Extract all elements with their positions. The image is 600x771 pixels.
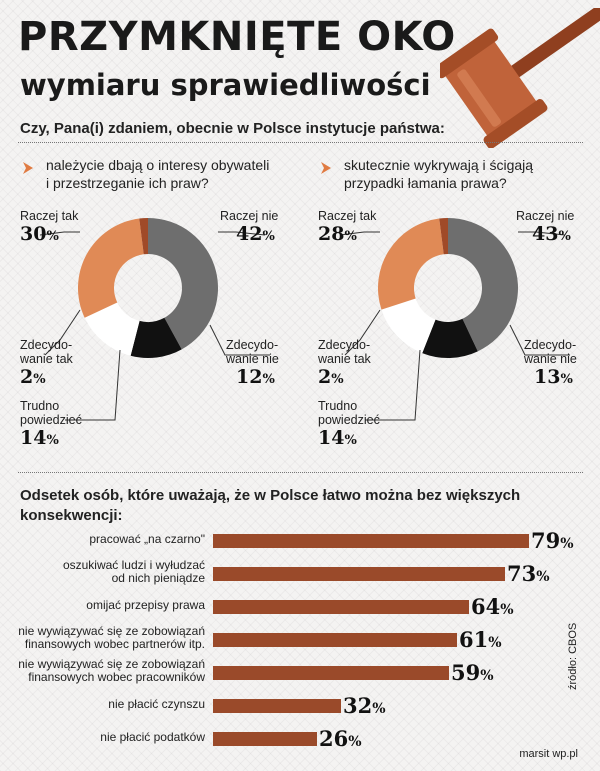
label-raczej-nie-2: Raczej nie xyxy=(516,209,575,223)
donut-1-pointer-line xyxy=(218,231,266,236)
bar xyxy=(213,534,529,548)
page-subtitle: wymiaru sprawiedliwości xyxy=(20,68,431,102)
donut-chart-2 xyxy=(339,218,570,421)
donut-2-pointer-line xyxy=(339,231,380,236)
credit: marsit wp.pl xyxy=(519,748,578,760)
bar-value: 64% xyxy=(471,594,514,619)
value-zdec-tak-1: 2% xyxy=(20,366,46,388)
donut-2-slice-raczej-tak xyxy=(378,218,444,310)
bar-label: pracować „na czarno" xyxy=(89,532,205,546)
donut-chart-1 xyxy=(39,218,270,421)
bar-label: oszukiwać ludzi i wyłudzać od nich pieni… xyxy=(62,558,205,585)
value-zdec-nie-1: 12% xyxy=(236,366,275,388)
bar-chart-title: Odsetek osób, które uważają, że w Polsce… xyxy=(20,487,521,524)
donut-2-slice-trudno-powiedzieć xyxy=(381,298,436,354)
bar-value: 79% xyxy=(531,528,574,553)
bar xyxy=(213,567,505,581)
donut-1-slice-raczej-nie xyxy=(148,218,218,350)
bar xyxy=(213,732,317,746)
label-trudno-2: Trudno powiedzieć xyxy=(318,399,380,427)
donut-1-slice-raczej-tak xyxy=(77,218,144,318)
donut-2-pointer-line xyxy=(509,324,570,356)
separator xyxy=(18,472,583,473)
label-trudno-1: Trudno powiedzieć xyxy=(20,399,82,427)
value-raczej-nie-2: 43% xyxy=(532,223,571,245)
label-raczej-tak-2: Raczej tak xyxy=(318,209,377,223)
page-title: PRZYMKNIĘTE OKO xyxy=(18,14,456,60)
label-raczej-nie-1: Raczej nie xyxy=(220,209,279,223)
label-zdec-nie-2: Zdecydo- wanie nie xyxy=(524,338,577,366)
value-zdec-nie-2: 13% xyxy=(534,366,573,388)
bar xyxy=(213,600,469,614)
donut-1-slice-zdecydowanie-tak xyxy=(139,218,148,255)
donut-2-slice-raczej-nie xyxy=(448,218,518,352)
donut-2-subtitle: skutecznie wykrywają i ścigają przypadki… xyxy=(344,157,534,191)
value-raczej-tak-2: 28% xyxy=(318,223,357,245)
donut-1-pointer-line xyxy=(39,231,80,236)
bar xyxy=(213,633,457,647)
label-zdec-tak-1: Zdecydo- wanie tak xyxy=(20,338,73,366)
bar-value: 26% xyxy=(319,726,362,751)
donut-2-slice-zdecydowanie-tak xyxy=(439,218,448,255)
donut-2-pointer-line xyxy=(365,349,421,421)
bar-value: 32% xyxy=(343,693,386,718)
donut-2-pointer-line xyxy=(518,231,566,236)
bar-label: nie płacić podatków xyxy=(100,730,205,744)
label-raczej-tak-1: Raczej tak xyxy=(20,209,79,223)
bar-label: nie płacić czynszu xyxy=(108,697,205,711)
value-raczej-nie-1: 42% xyxy=(236,223,275,245)
value-trudno-2: 14% xyxy=(318,427,357,449)
bar xyxy=(213,699,341,713)
value-trudno-1: 14% xyxy=(20,427,59,449)
donut-1-pointer-line xyxy=(44,309,81,356)
label-zdec-nie-1: Zdecydo- wanie nie xyxy=(226,338,279,366)
chevron-right-icon xyxy=(23,162,33,174)
value-zdec-tak-2: 2% xyxy=(318,366,344,388)
bar xyxy=(213,666,449,680)
bar-value: 59% xyxy=(451,660,494,685)
source-note: źródło: CBOS xyxy=(567,622,579,690)
bar-label: nie wywiązywać się ze zobowiązań finanso… xyxy=(18,657,205,684)
donut-2-slice-zdecydowanie-nie xyxy=(422,318,478,358)
separator xyxy=(18,142,583,143)
donut-1-slice-zdecydowanie-nie xyxy=(130,317,182,358)
gavel-icon xyxy=(440,8,600,148)
label-zdec-tak-2: Zdecydo- wanie tak xyxy=(318,338,371,366)
donut-2-pointer-line xyxy=(344,309,381,356)
donut-1-slice-trudno-powiedzieć xyxy=(84,302,140,356)
chevron-right-icon xyxy=(321,162,331,174)
donut-1-subtitle: należycie dbają o interesy obywateli i p… xyxy=(46,157,270,191)
bar-value: 73% xyxy=(507,561,550,586)
survey-question: Czy, Pana(i) zdaniem, obecnie w Polsce i… xyxy=(20,120,445,137)
bar-label: omijać przepisy prawa xyxy=(86,598,205,612)
bar-label: nie wywiązywać się ze zobowiązań finanso… xyxy=(18,624,205,651)
donut-1-pointer-line xyxy=(65,349,121,421)
bar-value: 61% xyxy=(459,627,502,652)
donut-1-pointer-line xyxy=(209,324,270,356)
value-raczej-tak-1: 30% xyxy=(20,223,59,245)
